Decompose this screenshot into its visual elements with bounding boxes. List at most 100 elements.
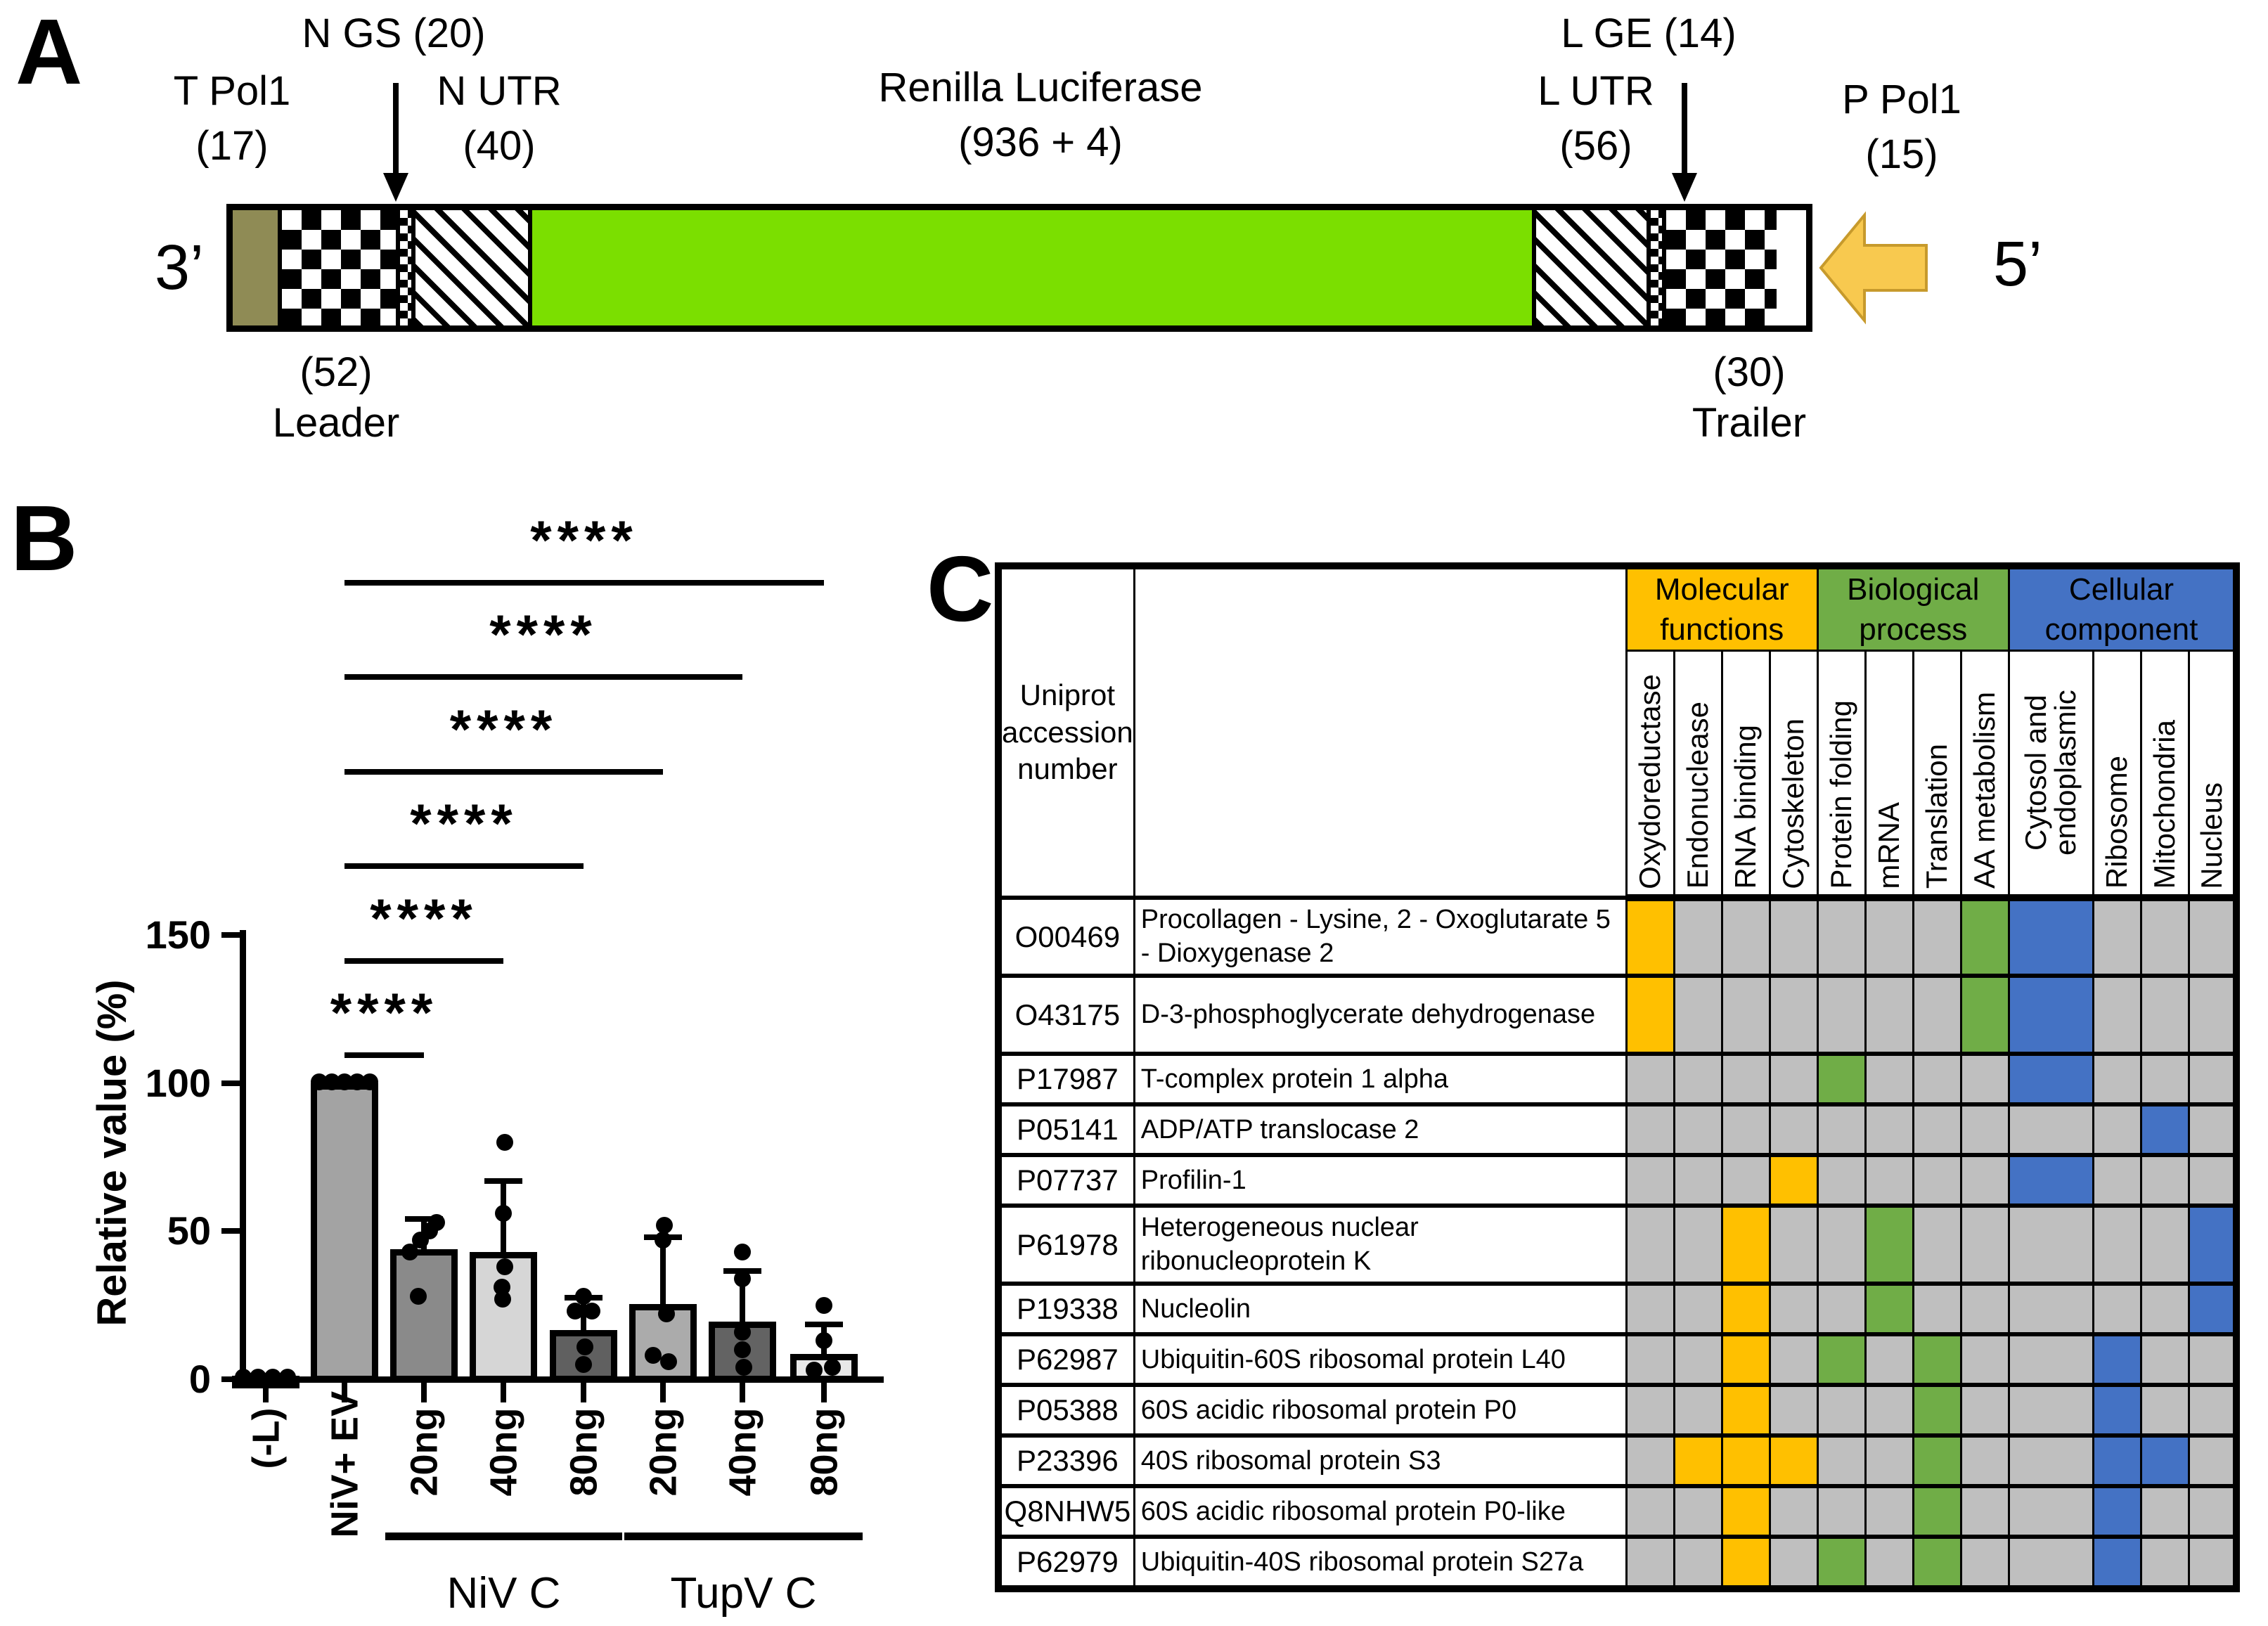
annotation-cell — [1959, 896, 2010, 979]
annotation-cell — [2187, 1102, 2238, 1158]
leader-label: Leader — [272, 400, 400, 446]
significance-stars: **** — [410, 792, 518, 855]
l-utr-count: (56) — [1559, 123, 1632, 169]
annotation-cell — [2187, 1484, 2238, 1540]
annotation-cell — [2007, 1204, 2094, 1286]
significance-bracket — [344, 863, 584, 870]
annotation-cell — [2092, 896, 2142, 979]
x-tick-label: 40ng — [482, 1407, 525, 1497]
annotation-cell — [1720, 1282, 1771, 1337]
annotation-cell — [1625, 1535, 1675, 1592]
column-label: RNA binding — [1729, 724, 1763, 889]
n-gs-arrowhead-icon — [383, 173, 408, 202]
annotation-cell — [1816, 1535, 1867, 1592]
annotation-cell — [1625, 1433, 1675, 1489]
annotation-cell — [1912, 1052, 1962, 1107]
annotation-cell — [2139, 1153, 2190, 1208]
annotation-cell — [1816, 896, 1867, 979]
annotation-cell — [1625, 1052, 1675, 1107]
annotation-cell — [1959, 1282, 2010, 1337]
x-tick — [501, 1383, 506, 1402]
data-point — [824, 1359, 841, 1376]
column-label: Cytosol and endoplasmic — [2019, 690, 2082, 856]
annotation-cell — [2007, 1535, 2094, 1592]
data-point — [734, 1243, 751, 1260]
protein-name-cell: 40S ribosomal protein S3 — [1133, 1433, 1628, 1489]
column-header-2: RNA binding — [1720, 650, 1771, 902]
annotation-cell — [1720, 1383, 1771, 1438]
leader-segment — [278, 210, 396, 325]
annotation-cell — [1864, 1484, 1914, 1540]
annotation-cell — [1625, 1282, 1675, 1337]
data-point — [806, 1362, 823, 1379]
column-header-1: Endonuclease — [1673, 650, 1723, 902]
annotation-cell — [1864, 1153, 1914, 1208]
annotation-cell — [1625, 1204, 1675, 1286]
annotation-cell — [2187, 1153, 2238, 1208]
annotation-cell — [2007, 1433, 2094, 1489]
leader-count: (52) — [299, 349, 373, 395]
column-label: Nucleus — [2194, 782, 2228, 889]
data-point — [567, 1303, 584, 1320]
n-utr-count: (40) — [463, 123, 536, 169]
x-tick — [821, 1383, 827, 1402]
data-point — [361, 1073, 378, 1090]
annotation-cell — [1625, 896, 1675, 979]
annotation-cell — [2092, 1484, 2142, 1540]
annotation-cell — [2187, 896, 2238, 979]
protein-name-cell: 60S acidic ribosomal protein P0-like — [1133, 1484, 1628, 1540]
table-row: P07737 Profilin-1 — [997, 1153, 2238, 1208]
annotation-cell — [1625, 974, 1675, 1057]
annotation-cell — [1673, 896, 1723, 979]
accession-cell: P62979 — [997, 1535, 1135, 1592]
annotation-cell — [1912, 1102, 1962, 1158]
column-group-header-2: Cellular component — [2007, 564, 2238, 652]
annotation-cell — [2187, 1433, 2238, 1489]
accession-cell: P62987 — [997, 1332, 1135, 1388]
data-point — [656, 1216, 673, 1234]
accession-cell: P19338 — [997, 1282, 1135, 1337]
annotation-cell — [1673, 1282, 1723, 1337]
protein-name-header — [1133, 564, 1628, 899]
annotation-cell — [1625, 1383, 1675, 1438]
annotation-cell — [1720, 1102, 1771, 1158]
table-row: P23396 40S ribosomal protein S3 — [997, 1433, 2238, 1489]
annotation-cell — [1625, 1102, 1675, 1158]
column-label: Oxydoreductase — [1633, 673, 1667, 889]
annotation-cell — [1673, 1153, 1723, 1208]
data-point — [734, 1341, 751, 1358]
data-point — [264, 1368, 281, 1386]
column-label: Protein folding — [1824, 699, 1858, 889]
l-ge-segment — [1647, 210, 1662, 325]
data-point — [250, 1368, 266, 1386]
n-utr-label: N UTR — [437, 68, 562, 114]
luciferase-count: (936 + 4) — [958, 120, 1123, 165]
significance-stars: **** — [489, 603, 598, 666]
annotation-cell — [2092, 1052, 2142, 1107]
corner-header: Uniprot accession number — [997, 564, 1135, 899]
bar — [311, 1083, 378, 1382]
annotation-cell — [2139, 1282, 2190, 1337]
annotation-cell — [1864, 1052, 1914, 1107]
annotation-cell — [2139, 1204, 2190, 1286]
table-row: P61978 Heterogeneous nuclear ribonucleopr… — [997, 1204, 2238, 1286]
annotation-cell — [1816, 1052, 1867, 1107]
annotation-cell — [1959, 1484, 2010, 1540]
x-tick — [421, 1383, 427, 1402]
annotation-cell — [2139, 1332, 2190, 1388]
data-point — [645, 1347, 662, 1364]
table-row: P19338 Nucleolin — [997, 1282, 2238, 1337]
column-label: Translation — [1920, 744, 1954, 889]
annotation-cell — [2007, 1484, 2094, 1540]
column-group-header-1: Biological process — [1816, 564, 2010, 652]
x-tick-label: NiV+ EV — [323, 1391, 366, 1538]
protein-name-cell: Ubiquitin-60S ribosomal protein L40 — [1133, 1332, 1628, 1388]
annotation-cell — [1673, 1332, 1723, 1388]
minigenome-construct-bar — [226, 204, 1812, 332]
data-point — [575, 1288, 592, 1305]
table-row: O43175 D-3-phosphoglycerate dehydrogenase — [997, 974, 2238, 1057]
column-header-10: Mitochondria — [2139, 650, 2190, 902]
significance-bracket — [344, 768, 663, 775]
annotation-cell — [1816, 1102, 1867, 1158]
